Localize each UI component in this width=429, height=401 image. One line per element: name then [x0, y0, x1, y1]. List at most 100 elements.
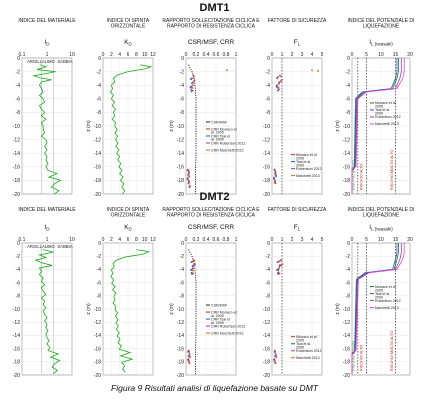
- y-tick-label: -6: [346, 97, 351, 103]
- legend-entry: Tsai et al. 2009: [375, 292, 390, 299]
- series-monaco-et-al-2005-point: [273, 178, 275, 180]
- series-crr-marchetti-2013-point: [193, 76, 195, 78]
- y-tick-label: -18: [263, 360, 270, 366]
- panel-4: FATTORE DI SICUREZZA FL 0 -2 -4 -6 -8 -10 -12 -14…: [263, 18, 327, 198]
- y-tick-label: -2: [180, 69, 185, 75]
- section-title-dmt1: DMT1: [199, 2, 230, 14]
- y-tick-label: -18: [343, 360, 350, 366]
- series-tsai-et-al-2009-point: [273, 358, 275, 361]
- series-robertson-2012: [351, 243, 402, 375]
- series-marchetti-2013-point: [277, 269, 280, 272]
- y-tick-label: -10: [263, 307, 270, 313]
- y-tick-label: -14: [263, 151, 270, 157]
- zone-label: LIMO: [45, 244, 56, 249]
- panel-title: INDICE DI SPINTA ORIZZONTALE: [107, 207, 150, 219]
- series-line: [110, 64, 153, 195]
- series-crr-monaco-et-al-2005-point: [188, 180, 190, 183]
- y-tick-label: -16: [343, 346, 350, 352]
- x-tick-label: 0.2: [193, 237, 200, 243]
- panel-3: RAPPORTO SOLLECITAZIONE CICLICA E RAPPORT…: [162, 207, 260, 379]
- x-tick-label: 0.6: [213, 52, 220, 58]
- x-tick-label: 20: [407, 237, 413, 243]
- x-tick-label: 0.8: [223, 237, 230, 243]
- series-crr-robertson-2012-point: [192, 74, 195, 77]
- legend-entry: Robertson 2012: [375, 299, 401, 303]
- x-tick-label: 0: [271, 237, 274, 243]
- x-tick-label: 1: [235, 237, 238, 243]
- y-tick-label: -18: [94, 178, 101, 184]
- series-crr-tsai-et-al-2009-point: [187, 358, 189, 361]
- y-tick-label: -2: [266, 254, 271, 260]
- x-tick-label: 5: [365, 237, 368, 243]
- panel-subtitle: FL: [294, 224, 301, 232]
- y-tick-label: -10: [94, 307, 101, 313]
- y-tick-label: -16: [13, 165, 20, 171]
- x-tick-label: 12: [150, 237, 156, 243]
- series-tsai-et-al-2009-point: [276, 77, 278, 80]
- y-tick-label: 0: [98, 241, 101, 247]
- series-marchetti-2013-point: [277, 86, 280, 89]
- panel-5: INDICE DEL POTENZIALE DI LIQUEFAZIONE IL (…: [335, 18, 414, 198]
- y-tick-label: -12: [263, 320, 270, 326]
- panel-1: INDICE DEL MATERIALE ID 0 -2 -4 -6 -8 -10 -12 -14…: [13, 207, 77, 379]
- series-crr-marchetti-2013-point: [188, 355, 190, 358]
- x-tick-label: 2: [291, 52, 294, 58]
- panel-title: INDICE DEL POTENZIALE DI LIQUEFAZIONE: [348, 18, 415, 30]
- series-marchetti-2013-point: [317, 70, 319, 72]
- series-crr-robertson-2012-point: [193, 79, 196, 82]
- panel-subtitle: CSR/MSF, CRR: [188, 39, 235, 46]
- y-tick-label: -6: [97, 280, 102, 286]
- y-tick-label: -8: [97, 294, 102, 300]
- series-robertson-2012-point: [278, 267, 280, 269]
- series-line: [32, 64, 62, 195]
- y-tick-label: -10: [263, 124, 270, 130]
- legend-entry: Tsai et al. 2009: [296, 342, 311, 349]
- panel-2: INDICE DI SPINTA ORIZZONTALE KD 0 -2 -4 -6 -8 -1…: [86, 207, 156, 379]
- series-crr-tsai-et-al-2009-point: [190, 261, 193, 264]
- y-axis-label: z (m): [335, 303, 341, 315]
- y-tick-label: -8: [180, 294, 185, 300]
- series-marchetti-2013-point: [274, 169, 276, 172]
- y-tick-label: -16: [94, 346, 101, 352]
- legend-entry: CRR Monaco et al. 2005: [211, 310, 237, 317]
- y-tick-label: 0: [181, 56, 184, 62]
- y-tick-label: 0: [17, 241, 20, 247]
- series-robertson-2012-point: [278, 82, 280, 85]
- y-tick-label: -6: [180, 280, 185, 286]
- risk-zone-label: RISCHIO BASSO: [352, 341, 356, 371]
- legend-entry: Robertson 2012: [296, 349, 322, 353]
- series-marchetti-2013-point: [273, 360, 276, 363]
- y-tick-label: -18: [94, 360, 101, 366]
- panel-1: INDICE DEL MATERIALE ID 0 -2 -4 -6 -8 -10 -12 -14…: [13, 18, 77, 198]
- series-crr-marchetti-2013-point: [187, 349, 190, 352]
- legend-entry: Monaco et al. 2005: [375, 101, 397, 108]
- series-tsai-et-al-2009-point: [276, 261, 279, 264]
- x-tick-label: 10: [142, 52, 148, 58]
- risk-zone-label: RISCHIO ALTO: [359, 345, 363, 371]
- series-robertson-2012-point: [281, 263, 284, 266]
- series-marchetti-2013: [351, 58, 405, 194]
- series-marchetti-2013-point: [279, 80, 281, 83]
- legend-entry: CRR Robertson 2012: [211, 324, 245, 328]
- x-tick-label: 1: [281, 237, 284, 243]
- y-tick-label: -4: [266, 267, 271, 273]
- series-crr-marchetti-2013-point: [187, 168, 189, 171]
- series-tsai-et-al-2009-point: [277, 89, 279, 92]
- y-tick-label: -12: [13, 320, 20, 326]
- y-tick-label: -6: [16, 280, 21, 286]
- y-tick-label: -16: [343, 165, 350, 171]
- series-line: [110, 249, 151, 373]
- y-tick-label: 0: [181, 241, 184, 247]
- x-tick-label: 0: [185, 237, 188, 243]
- panel-title: INDICE DEL POTENZIALE DI LIQUEFAZIONE: [348, 207, 415, 219]
- y-tick-label: -12: [94, 320, 101, 326]
- series-crr-marchetti-2013-point: [193, 263, 195, 266]
- y-axis-label: z (m): [86, 120, 92, 132]
- legend-entry: CSR/MSF: [211, 303, 228, 307]
- series-tsai-et-al-2009-point: [275, 85, 278, 88]
- x-tick-label: 0.4: [203, 237, 210, 243]
- panel-subtitle: ID: [44, 224, 50, 232]
- panel-subtitle: CSR/MSF, CRR: [188, 224, 235, 231]
- series-crr-tsai-et-al-2009-point: [191, 265, 194, 267]
- series-robertson-2012-point: [274, 352, 277, 355]
